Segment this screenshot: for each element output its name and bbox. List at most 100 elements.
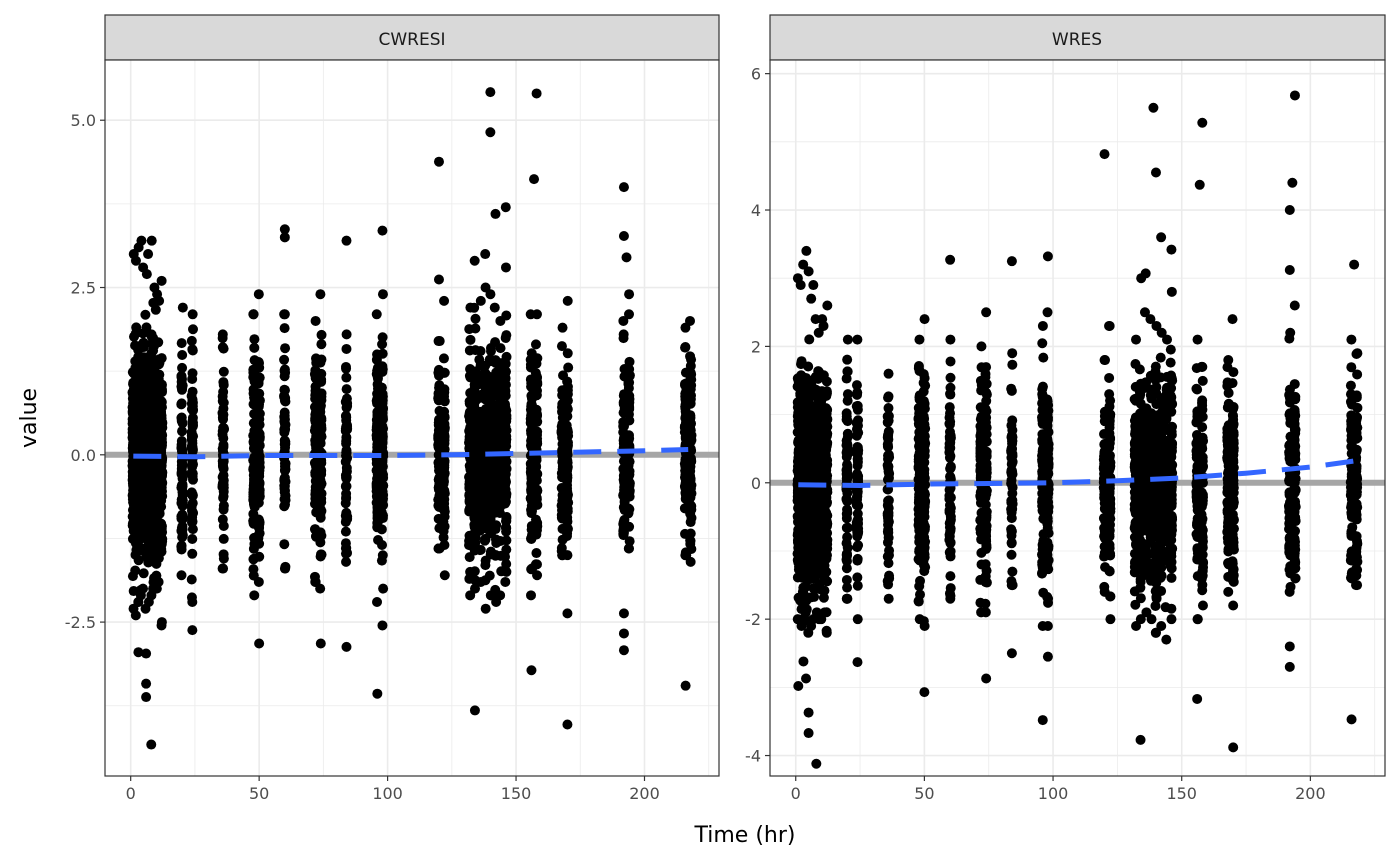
panel-cwresi: CWRESI 0 50 100 150 200-2.50.02.55.0 bbox=[65, 14, 720, 803]
data-point bbox=[341, 384, 352, 395]
data-point bbox=[439, 295, 450, 306]
data-point bbox=[156, 407, 167, 418]
data-point bbox=[803, 361, 814, 372]
panel-background bbox=[105, 60, 719, 776]
data-point bbox=[562, 491, 573, 502]
data-point bbox=[944, 484, 955, 495]
data-point bbox=[562, 472, 573, 483]
data-point bbox=[187, 524, 198, 535]
data-point bbox=[561, 455, 572, 466]
data-point bbox=[177, 495, 188, 506]
data-point bbox=[500, 487, 511, 498]
data-point bbox=[377, 421, 388, 432]
data-point bbox=[945, 389, 956, 400]
data-point bbox=[177, 468, 188, 479]
strip-background bbox=[104, 14, 720, 61]
data-point bbox=[624, 403, 635, 414]
data-point bbox=[685, 425, 696, 436]
data-point bbox=[531, 309, 542, 320]
data-point bbox=[883, 450, 894, 461]
data-point bbox=[176, 482, 187, 493]
data-point bbox=[945, 408, 956, 419]
data-point bbox=[438, 526, 449, 537]
data-point bbox=[378, 583, 389, 594]
data-point bbox=[218, 553, 229, 564]
data-point bbox=[821, 386, 832, 397]
data-point bbox=[341, 235, 352, 246]
data-point bbox=[1007, 469, 1018, 480]
data-point bbox=[280, 458, 291, 469]
data-point bbox=[378, 500, 389, 511]
data-point bbox=[371, 309, 382, 320]
data-point bbox=[279, 309, 290, 320]
data-point bbox=[822, 455, 833, 466]
data-point bbox=[530, 339, 541, 350]
data-point bbox=[919, 499, 930, 510]
data-point bbox=[138, 337, 149, 348]
data-point bbox=[156, 353, 167, 364]
data-point bbox=[470, 323, 481, 334]
data-point bbox=[485, 127, 496, 138]
data-point bbox=[883, 593, 894, 604]
data-point bbox=[1006, 549, 1017, 560]
data-point bbox=[341, 393, 352, 404]
data-point bbox=[186, 592, 197, 603]
data-point bbox=[851, 380, 862, 391]
data-point bbox=[469, 566, 480, 577]
data-point bbox=[217, 342, 228, 353]
data-point bbox=[176, 412, 187, 423]
data-point bbox=[562, 376, 573, 387]
data-point bbox=[852, 486, 863, 497]
data-point bbox=[186, 434, 197, 445]
data-point bbox=[341, 445, 352, 456]
data-point bbox=[315, 394, 326, 405]
data-point bbox=[279, 232, 290, 243]
data-point bbox=[500, 366, 511, 377]
data-point bbox=[685, 351, 696, 362]
data-point bbox=[150, 304, 161, 315]
data-point bbox=[680, 342, 691, 353]
data-point bbox=[469, 705, 480, 716]
data-point bbox=[280, 343, 291, 354]
data-point bbox=[316, 339, 327, 350]
data-point bbox=[156, 501, 167, 512]
data-point bbox=[852, 614, 863, 625]
strip-label: WRES bbox=[1052, 30, 1102, 50]
data-point bbox=[470, 313, 481, 324]
data-point bbox=[187, 368, 198, 379]
data-point bbox=[945, 462, 956, 473]
data-point bbox=[531, 548, 542, 559]
data-point bbox=[377, 348, 388, 359]
data-point bbox=[618, 333, 629, 344]
data-point bbox=[821, 473, 832, 484]
data-point bbox=[852, 442, 863, 453]
data-point bbox=[562, 445, 573, 456]
data-point bbox=[852, 531, 863, 542]
data-point bbox=[187, 345, 198, 356]
y-tick-label: 0.0 bbox=[71, 446, 96, 465]
data-point bbox=[340, 361, 351, 372]
data-point bbox=[187, 507, 198, 518]
data-point bbox=[218, 377, 229, 388]
data-point bbox=[851, 499, 862, 510]
data-point bbox=[254, 399, 265, 410]
data-point bbox=[186, 390, 197, 401]
data-point bbox=[218, 397, 229, 408]
data-point bbox=[218, 433, 229, 444]
data-point bbox=[187, 498, 198, 509]
data-point bbox=[809, 591, 820, 602]
data-point bbox=[883, 495, 894, 506]
data-point bbox=[841, 493, 852, 504]
data-point bbox=[439, 570, 450, 581]
data-point bbox=[377, 225, 388, 236]
data-point bbox=[155, 478, 166, 489]
data-point bbox=[316, 374, 327, 385]
data-point bbox=[852, 572, 863, 583]
x-tick-label: 200 bbox=[629, 784, 660, 803]
data-point bbox=[316, 422, 327, 433]
data-point bbox=[141, 269, 152, 280]
data-point bbox=[623, 383, 634, 394]
data-point bbox=[141, 648, 152, 659]
data-point bbox=[624, 521, 635, 532]
data-point bbox=[146, 739, 157, 750]
